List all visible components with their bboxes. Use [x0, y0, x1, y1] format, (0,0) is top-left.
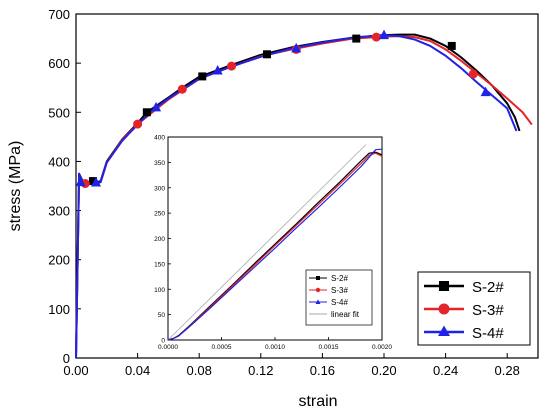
x-tick-label: 0.24 — [433, 363, 458, 378]
inset-series-line-3 — [167, 144, 367, 341]
data-marker — [133, 119, 143, 129]
y-tick-label: 100 — [48, 302, 70, 317]
y-axis-label: stress (MPa) — [7, 141, 24, 232]
inset-legend-entry-s3: S-3# — [309, 286, 348, 295]
inset-y-tick-label: 400 — [154, 135, 165, 142]
x-tick-label: 0.28 — [495, 363, 520, 378]
y-tick-label: 500 — [48, 105, 70, 120]
main-series-markers — [75, 29, 491, 189]
y-tick-label: 300 — [48, 204, 70, 219]
inset-y-tick-label: 350 — [154, 160, 165, 167]
legend-entry-s2: S-2# — [424, 279, 504, 296]
x-tick-label: 0.20 — [371, 363, 396, 378]
legend-entry-s4: S-4# — [424, 325, 504, 342]
data-marker — [177, 84, 187, 94]
legend-label: S-2# — [472, 279, 504, 296]
data-marker — [468, 69, 478, 79]
x-tick-label: 0.16 — [310, 363, 335, 378]
data-marker — [447, 41, 456, 50]
inset-x-tick-label: 0.0015 — [319, 344, 339, 351]
data-marker — [91, 177, 102, 187]
inset-y-tick-label: 150 — [154, 261, 165, 268]
inset-legend-label: S-4# — [331, 298, 348, 307]
inset-y-tick-label: 200 — [154, 236, 165, 243]
data-marker — [212, 65, 223, 75]
inset-x-tick-label: 0.0005 — [212, 344, 232, 351]
x-tick-label: 0.00 — [63, 363, 88, 378]
inset-y-tick-label: 250 — [154, 211, 165, 218]
inset-y-tick-label: 300 — [154, 185, 165, 192]
y-tick-label: 400 — [48, 154, 70, 169]
inset-legend: S-2# S-3# S-4# linear fit — [305, 269, 373, 326]
legend-entry-s3: S-3# — [424, 302, 504, 319]
inset-legend-label: S-3# — [331, 286, 348, 295]
inset-legend-entry-s4: S-4# — [309, 298, 348, 307]
data-marker — [352, 34, 361, 43]
legend-label: S-3# — [472, 302, 504, 319]
inset-legend-entry-s2: S-2# — [309, 274, 348, 283]
inset-x-tick-label: 0.0020 — [372, 344, 392, 351]
inset-x-tick-label: 0.0010 — [265, 344, 285, 351]
y-tick-label: 0 — [63, 351, 70, 366]
inset-legend-label: S-2# — [331, 274, 348, 283]
data-marker — [88, 177, 97, 186]
x-tick-label: 0.04 — [125, 363, 150, 378]
inset-y-tick-label: 0 — [161, 338, 165, 345]
inset-y-tick-label: 100 — [154, 287, 165, 294]
y-tick-label: 200 — [48, 253, 70, 268]
inset-axis-ticks: 0.0000 0.0005 0.0010 0.0015 0.0020 0 50 100 150 2… — [154, 135, 392, 352]
inset-legend-entry-linear-fit: linear fit — [309, 310, 360, 319]
data-marker — [227, 61, 237, 71]
data-marker — [151, 101, 162, 112]
data-marker — [379, 29, 389, 40]
data-marker — [371, 32, 381, 42]
data-marker — [291, 42, 302, 53]
data-marker — [75, 176, 86, 187]
x-tick-label: 0.12 — [248, 363, 273, 378]
inset-series-line-2 — [167, 148, 383, 341]
x-tick-label: 0.08 — [187, 363, 212, 378]
data-marker — [142, 108, 151, 117]
legend-label: S-4# — [472, 325, 504, 342]
x-axis-label: strain — [298, 393, 337, 410]
inset-series-lines — [167, 144, 383, 341]
y-tick-label: 600 — [48, 56, 70, 71]
inset-x-tick-label: 0.0000 — [158, 344, 178, 351]
data-marker — [262, 50, 271, 59]
inset-legend-label: linear fit — [331, 310, 360, 319]
main-legend: S-2# S-3# S-4# — [417, 271, 531, 346]
data-marker — [480, 86, 491, 97]
y-tick-label: 700 — [48, 7, 70, 22]
inset-y-tick-label: 50 — [158, 312, 166, 319]
data-marker — [198, 72, 207, 81]
